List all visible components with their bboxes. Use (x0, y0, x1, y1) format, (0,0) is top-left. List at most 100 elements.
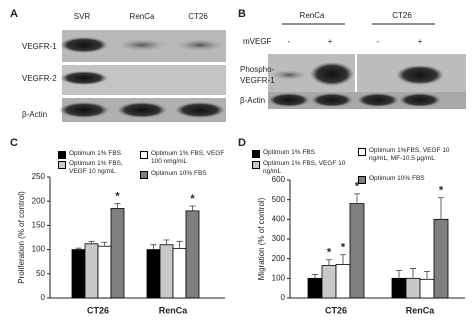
error-bar (438, 197, 444, 220)
row-label: Phospho- (240, 65, 275, 74)
error-bar (396, 270, 402, 279)
bar (321, 265, 337, 299)
legend-swatch (358, 147, 366, 156)
legend-item: Optimum 1%FBS, VEGF 10 ng/mL, MF-10.5 µg… (358, 147, 470, 162)
error-bar (101, 241, 108, 247)
y-axis-label: Proliferation (% of control) (17, 191, 26, 284)
legend-item: Optimum 1% FBS, VEGF 10 ng/mL (252, 160, 352, 175)
lane-label: RenCa (130, 12, 155, 21)
legend-label: Optimum 1% FBS (69, 150, 122, 157)
legend-item: Optimum 1% FBS, VEGF 10 ng/mL (58, 160, 138, 175)
legend-label: Optimum 1% FBS, VEGF 10 ng/mL (263, 160, 346, 175)
legend-item: Optimum 10% FBS (140, 170, 220, 179)
legend-label: Optimum 10% FBS (151, 170, 207, 177)
legend-swatch (358, 175, 366, 184)
error-bar (340, 254, 346, 265)
bar (185, 210, 200, 299)
bar (110, 208, 125, 299)
lane-label: CT26 (188, 12, 208, 21)
bar (419, 278, 435, 299)
bar (433, 218, 449, 299)
y-tick-label: 0 (281, 293, 286, 302)
legend-label: Optimum 1% FBS (263, 149, 316, 156)
row-label: VEGFR-1 (22, 42, 57, 51)
error-bar (163, 239, 170, 245)
significance-marker: * (327, 247, 332, 259)
bar (349, 203, 365, 299)
error-bar (88, 240, 95, 244)
condition: + (328, 37, 333, 46)
legend-swatch (140, 170, 148, 179)
legend-swatch (252, 160, 260, 169)
row-label: VEGFR-1 (240, 76, 275, 85)
x-tick-label: CT26 (325, 305, 347, 315)
bar (146, 249, 161, 299)
error-bar (312, 273, 318, 279)
bar (307, 277, 323, 299)
group-label: RenCa (300, 11, 325, 20)
bar (405, 277, 421, 299)
bar (391, 277, 407, 299)
y-tick-label: 100 (272, 273, 286, 282)
significance-marker: * (190, 193, 195, 205)
bar (172, 248, 187, 299)
legend-swatch (58, 160, 66, 169)
legend-item: Optimum 1% FBS (58, 150, 138, 159)
error-bar (354, 193, 360, 204)
error-bar (176, 240, 183, 249)
y-tick-label: 500 (272, 195, 286, 204)
error-bar (326, 259, 332, 266)
error-bar (114, 203, 121, 209)
row-label: VEGFR-2 (22, 74, 57, 83)
x-tick-label: RenCa (406, 305, 436, 315)
bar (71, 249, 86, 299)
x-tick-label: CT26 (87, 305, 109, 315)
lane-label: SVR (74, 12, 91, 21)
bar (335, 264, 351, 299)
error-bar (410, 268, 416, 279)
error-bar (424, 271, 430, 280)
condition: + (418, 37, 423, 46)
x-tick-label: RenCa (159, 305, 189, 315)
treatment-label: mVEGF (243, 37, 272, 46)
y-tick-label: 150 (32, 221, 46, 230)
legend-label: Optimum 1% FBS, VEGF 100 nmg/mL (151, 150, 225, 165)
significance-marker: * (341, 242, 346, 254)
legend-swatch (252, 149, 260, 158)
legend-item: Optimum 10% FBS (358, 175, 458, 184)
bar (97, 245, 112, 299)
significance-marker: * (115, 191, 120, 203)
group-label: CT26 (392, 11, 412, 20)
y-tick-label: 600 (272, 175, 286, 184)
y-tick-label: 200 (272, 254, 286, 263)
row-label: β-Actin (22, 110, 47, 119)
condition: - (377, 37, 380, 46)
panel-letter: C (10, 137, 18, 149)
legend-swatch (58, 150, 66, 159)
y-tick-label: 300 (272, 234, 286, 243)
error-bar (150, 244, 157, 250)
error-bar (189, 205, 196, 211)
y-tick-label: 250 (32, 172, 46, 181)
legend-label: Optimum 1% FBS, VEGF 10 ng/mL (69, 160, 123, 175)
legend-swatch (140, 150, 148, 159)
legend-item: Optimum 1% FBS (252, 149, 352, 158)
panel-letter: A (10, 8, 18, 20)
bar (159, 244, 174, 299)
y-tick-label: 400 (272, 214, 286, 223)
row-label: β-Actin (240, 96, 265, 105)
condition: - (288, 37, 291, 46)
significance-marker: * (439, 185, 444, 197)
legend-item: Optimum 1% FBS, VEGF 100 nmg/mL (140, 150, 225, 165)
y-tick-label: 50 (36, 269, 45, 278)
legend-label: Optimum 10% FBS (369, 175, 425, 182)
panel-letter: B (238, 8, 246, 20)
y-tick-label: 100 (32, 245, 46, 254)
y-axis-label: Migration (% of control) (257, 197, 266, 280)
bar (84, 243, 99, 299)
legend-label: Optimum 1%FBS, VEGF 10 ng/mL, MF-10.5 µg… (369, 147, 450, 162)
blot (59, 30, 226, 122)
y-tick-label: 200 (32, 196, 46, 205)
